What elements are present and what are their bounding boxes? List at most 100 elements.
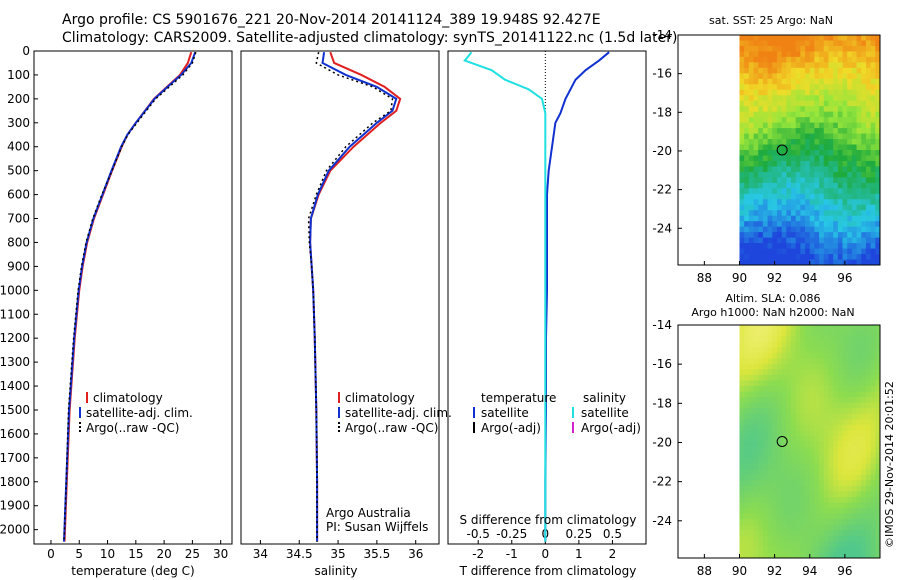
heatmap-cell (847, 45, 853, 52)
heatmap-cell (767, 122, 773, 129)
heatmap-cell (772, 430, 778, 437)
heatmap-cell (842, 78, 848, 85)
heatmap-cell (842, 325, 848, 331)
legend-label-climatology: climatology (93, 391, 163, 405)
heatmap-cell (875, 95, 881, 102)
heatmap-cell (739, 106, 745, 113)
heatmap-cell (772, 485, 778, 492)
heatmap-cell (833, 62, 839, 69)
heatmap-cell (819, 73, 825, 80)
heatmap-cell (786, 363, 792, 370)
heatmap-cell (851, 535, 857, 542)
heatmap-cell (823, 352, 829, 359)
heatmap-cell (842, 452, 848, 459)
series-line (544, 51, 610, 542)
heatmap-cell (814, 155, 820, 162)
heatmap-cell (819, 248, 825, 255)
heatmap-cell (800, 485, 806, 492)
heatmap-cell (842, 226, 848, 233)
heatmap-cell (744, 413, 750, 420)
heatmap-cell (819, 352, 825, 359)
heatmap-cell (823, 458, 829, 465)
heatmap-cell (851, 67, 857, 74)
heatmap-cell (861, 508, 867, 515)
salinity-difference-tick-labels: -0.5 -0.25 0 0.25 0.5 (466, 527, 621, 541)
heatmap-cell (861, 166, 867, 173)
heatmap-cell (800, 535, 806, 542)
header-line-1: Argo profile: CS 5901676_221 20-Nov-2014… (62, 12, 601, 28)
heatmap-cell (875, 67, 881, 74)
heatmap-cell (805, 166, 811, 173)
heatmap-cell (847, 73, 853, 80)
heatmap-cell (748, 73, 754, 80)
heatmap-cell (814, 248, 820, 255)
heatmap-cell (828, 325, 834, 331)
heatmap-cell (800, 347, 806, 354)
heatmap-cell (814, 463, 820, 470)
heatmap-cell (809, 496, 815, 503)
heatmap-cell (758, 447, 764, 453)
heatmap-cell (851, 469, 857, 476)
heatmap-cell (748, 419, 754, 426)
heatmap-cell (791, 519, 797, 526)
heatmap-cell (786, 435, 792, 442)
heatmap-cell (828, 45, 834, 52)
heatmap-cell (791, 363, 797, 370)
heatmap-cell (875, 413, 881, 420)
heatmap-cell (795, 95, 801, 102)
heatmap-cell (842, 254, 848, 260)
heatmap-cell (753, 391, 759, 398)
heatmap-cell (861, 45, 867, 52)
heatmap-cell (809, 106, 815, 113)
heatmap-cell (767, 530, 773, 537)
heatmap-cell (744, 56, 750, 63)
heatmap-cell (814, 84, 820, 91)
heatmap-cell (739, 552, 745, 559)
heatmap-cell (805, 325, 811, 331)
heatmap-cell (781, 469, 787, 476)
heatmap-cell (762, 413, 768, 420)
heatmap-cell (772, 199, 778, 206)
heatmap-cell (791, 463, 797, 470)
heatmap-cell (856, 171, 862, 178)
heatmap-cell (814, 62, 820, 69)
heatmap-cell (823, 336, 829, 343)
heatmap-cell (828, 524, 834, 531)
heatmap-cell (828, 386, 834, 392)
heatmap-cell (791, 419, 797, 426)
heatmap-cell (875, 259, 881, 266)
heatmap-cell (823, 254, 829, 260)
heatmap-cell (800, 177, 806, 184)
heatmap-cell (814, 552, 820, 559)
heatmap-cell (739, 221, 745, 228)
heatmap-cell (772, 45, 778, 52)
heatmap-cell (847, 111, 853, 118)
heatmap-cell (744, 374, 750, 381)
heatmap-cell (791, 452, 797, 459)
heatmap-cell (819, 452, 825, 459)
heatmap-cell (795, 100, 801, 107)
heatmap-cell (776, 535, 783, 542)
difference-legend-temperature: temperature satellite Argo(-adj) (473, 391, 556, 435)
heatmap-cell (791, 413, 797, 420)
depth-tick-label: 700 (7, 212, 30, 226)
heatmap-cell (748, 204, 754, 211)
heatmap-cell (805, 210, 811, 217)
heatmap-cell (772, 435, 778, 442)
heatmap-cell (819, 374, 825, 381)
heatmap-cell (828, 336, 834, 343)
heatmap-cell (870, 330, 876, 337)
heatmap-cell (786, 139, 792, 145)
heatmap-cell (875, 341, 881, 348)
heatmap-cell (753, 78, 759, 85)
heatmap-cell (748, 374, 754, 381)
heatmap-cell (809, 144, 815, 151)
heatmap-cell (753, 408, 759, 415)
heatmap-cell (739, 374, 745, 381)
heatmap-cell (805, 95, 811, 102)
heatmap-cell (809, 67, 815, 74)
heatmap-cell (865, 524, 872, 531)
heatmap-cell (809, 341, 815, 348)
heatmap-cell (819, 458, 825, 465)
heatmap-cell (805, 204, 811, 211)
